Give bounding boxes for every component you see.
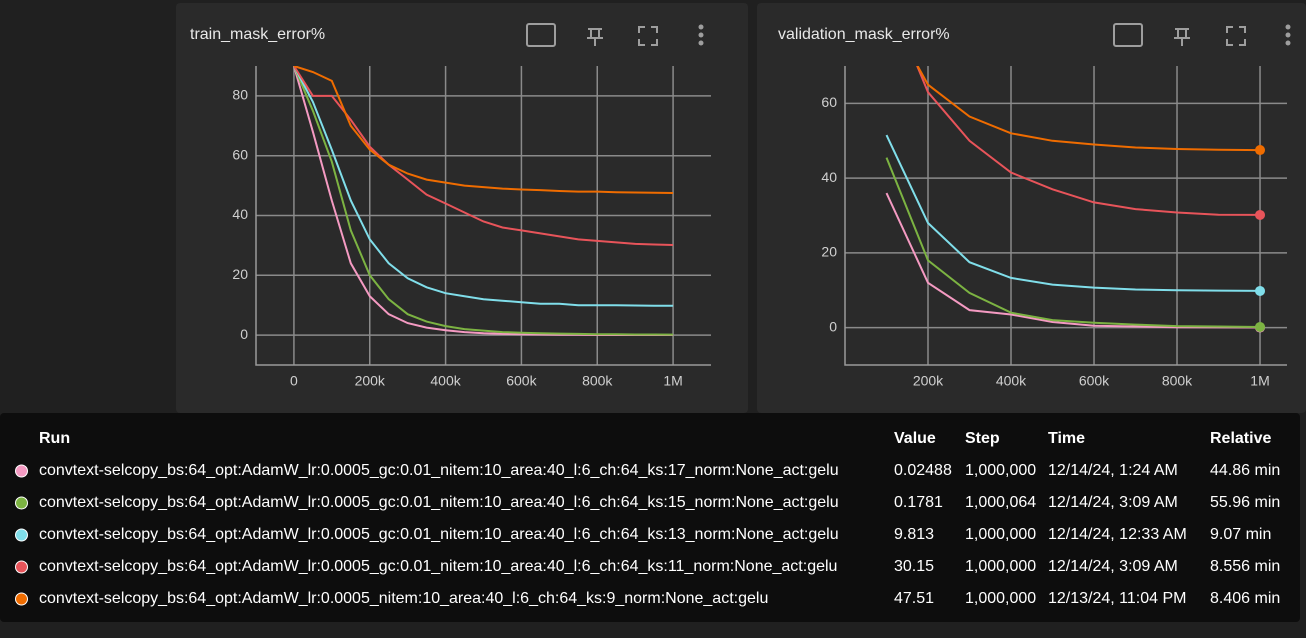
cell: 1,000,064 [965,494,1037,511]
x-tick-label: 200k [355,373,386,389]
cell: 9.07 min [1210,526,1272,543]
run-name: convtext-selcopy_bs:64_opt:AdamW_lr:0.00… [39,462,839,479]
cell: 9.813 [894,526,935,543]
y-tick-label: 20 [821,244,837,260]
series-line [885,157,1261,328]
plot-area [292,66,674,336]
y-tick-label: 0 [240,326,248,342]
x-tick-label: 1M [1250,373,1269,389]
x-tick-label: 0 [290,373,298,389]
run-color-dot [15,560,28,574]
y-tick-label: 0 [829,318,837,334]
y-tick-label: 40 [821,169,837,185]
series-line [292,66,674,336]
series-line [916,66,1261,152]
cell: 12/14/24, 12:33 AM [1048,526,1187,543]
run-name: convtext-selcopy_bs:64_opt:AdamW_lr:0.00… [39,526,839,543]
cell: 55.96 min [1210,494,1281,511]
x-tick-label: 400k [996,373,1027,389]
x-tick-label: 400k [430,373,461,389]
cell: 12/14/24, 1:24 AM [1048,462,1178,479]
more-menu[interactable] [698,24,1291,46]
axis-line [255,66,711,366]
column-header: Step [965,430,1000,447]
cell: 1,000,000 [965,590,1037,607]
column-header: Time [1048,430,1086,447]
y-tick-label: 20 [232,266,248,282]
x-tick-label: 1M [663,373,682,389]
y-tick-label: 60 [821,94,837,110]
cell: 8.406 min [1210,590,1281,607]
x-tick-label: 600k [506,373,537,389]
y-tick-label: 40 [232,206,248,222]
cell: 1,000,000 [965,526,1037,543]
cell: 12/14/24, 3:09 AM [1048,558,1178,575]
series-line [293,66,674,307]
fit-domain-icon[interactable] [526,23,556,47]
cell: 1,000,000 [965,462,1037,479]
tooltip-table: Run Value Step Time Relative convtext-selcopy… [0,413,1300,622]
card [176,3,748,413]
chart-title: validation_mask_error% [778,26,950,43]
cell: 8.556 min [1210,558,1281,575]
run-name: convtext-selcopy_bs:64_opt:AdamW_lr:0.00… [39,590,769,607]
column-header: Run [39,430,71,447]
run-color-dot [15,464,28,478]
run-color-dot [15,496,28,510]
end-marker [1255,285,1266,296]
x-tick-label: 200k [913,373,944,389]
column-header: Value [894,430,936,447]
run-name: convtext-selcopy_bs:64_opt:AdamW_lr:0.00… [39,494,839,511]
cell: 30.15 [894,558,935,575]
cell: 0.02488 [894,462,952,479]
series-line [885,134,1261,292]
cell: 44.86 min [1210,462,1281,479]
y-tick-label: 60 [232,146,248,162]
column-header: Relative [1210,430,1272,447]
chart-title: train_mask_error% [190,26,325,43]
cell: 12/13/24, 11:04 PM [1048,590,1187,607]
end-marker [1255,145,1266,156]
series-line [293,66,674,246]
axis-line [844,66,1287,366]
series-line [916,66,1261,216]
pin-icon[interactable] [587,28,603,46]
x-tick-label: 800k [1162,373,1193,389]
cell: 12/14/24, 3:09 AM [1048,494,1178,511]
series-line [293,66,674,194]
plot-area [885,66,1261,329]
x-tick-label: 800k [582,373,613,389]
fullscreen-icon[interactable] [638,26,658,46]
fit-domain-icon[interactable] [1113,23,1143,47]
end-marker [1255,321,1266,332]
cell: 47.51 [894,590,935,607]
card [757,3,1306,413]
run-name: convtext-selcopy_bs:64_opt:AdamW_lr:0.00… [39,558,838,575]
run-color-dot [15,528,28,542]
pin-icon[interactable] [1174,28,1190,46]
card-toolbar [526,23,1246,47]
series-line [885,192,1261,329]
x-tick-label: 600k [1079,373,1110,389]
cell: 1,000,000 [965,558,1037,575]
fullscreen-icon[interactable] [1226,26,1246,46]
y-tick-label: 80 [232,87,248,103]
cell: 0.1781 [894,494,943,511]
end-marker [1255,209,1266,220]
run-color-dot [15,592,28,606]
